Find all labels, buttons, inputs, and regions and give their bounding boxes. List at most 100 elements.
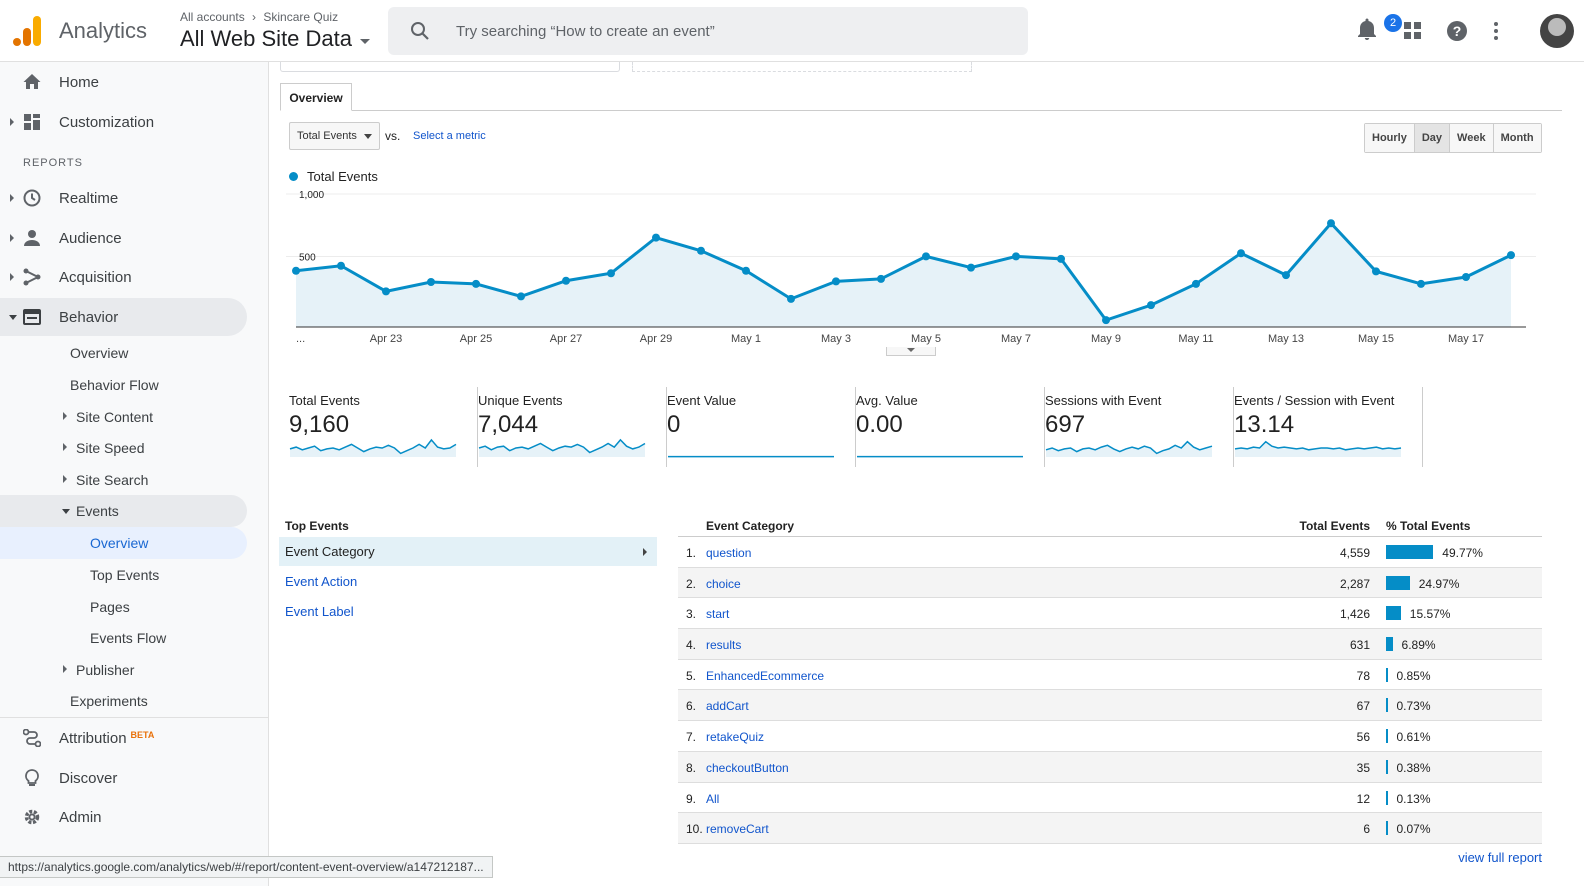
data-point[interactable] <box>877 274 885 283</box>
sidebar-item-attribution[interactable]: Attribution BETA <box>0 719 247 757</box>
granularity-week[interactable]: Week <box>1450 124 1494 152</box>
row-category-link[interactable]: EnhancedEcommerce <box>706 668 825 683</box>
scorecard[interactable]: Event Value 0 <box>667 387 856 467</box>
table-row[interactable]: 2. choice 2,287 24.97% <box>678 567 1542 599</box>
sidebar-item-audience[interactable]: Audience <box>0 219 247 257</box>
data-point[interactable] <box>652 233 660 242</box>
data-point[interactable] <box>562 276 570 285</box>
sidebar-item-events-flow[interactable]: Events Flow <box>0 622 247 654</box>
data-point[interactable] <box>742 266 750 275</box>
data-point[interactable] <box>697 246 705 255</box>
data-point[interactable] <box>1462 273 1470 281</box>
data-point[interactable] <box>292 266 300 275</box>
total-events-chart[interactable]: 1,000 500... Apr 23 Apr 25 Apr 27 Apr 29 May 1… <box>286 187 1536 347</box>
more-vert-icon[interactable] <box>1493 21 1499 41</box>
table-row[interactable]: 4. results 631 6.89% <box>678 629 1542 660</box>
row-category-link[interactable]: All <box>706 791 720 806</box>
sidebar-item-acquisition[interactable]: Acquisition <box>0 258 247 296</box>
analytics-logo[interactable] <box>13 16 43 46</box>
data-point[interactable] <box>337 261 345 270</box>
scorecard[interactable]: Unique Events 7,044 <box>478 387 667 467</box>
top-events-label[interactable]: Event Label <box>285 604 354 619</box>
data-point[interactable] <box>1102 316 1110 325</box>
row-category-link[interactable]: checkoutButton <box>706 760 789 775</box>
data-point[interactable] <box>517 292 525 301</box>
sidebar-item-behavior[interactable]: Behavior <box>0 298 247 336</box>
row-category-link[interactable]: results <box>706 638 742 653</box>
table-row[interactable]: 10. removeCart 6 0.07% <box>678 813 1542 844</box>
sidebar-item-behavior-overview[interactable]: Overview <box>0 337 247 369</box>
table-row[interactable]: 7. retakeQuiz 56 0.61% <box>678 721 1542 752</box>
sidebar-item-admin[interactable]: Admin <box>0 798 247 836</box>
view-full-report-link[interactable]: view full report <box>1458 850 1542 865</box>
top-events-action[interactable]: Event Action <box>285 574 358 589</box>
table-row[interactable]: 8. checkoutButton 35 0.38% <box>678 751 1542 783</box>
granularity-day[interactable]: Day <box>1414 124 1451 152</box>
data-point[interactable] <box>1147 301 1155 310</box>
sidebar-item-top-events[interactable]: Top Events <box>0 559 247 591</box>
data-point[interactable] <box>1237 249 1245 258</box>
data-point[interactable] <box>1417 279 1425 288</box>
table-row[interactable]: 5. EnhancedEcommerce 78 0.85% <box>678 660 1542 691</box>
top-events-category[interactable]: Event Category <box>279 537 657 566</box>
tab-overview[interactable]: Overview <box>280 83 352 111</box>
sidebar-item-site-speed[interactable]: Site Speed <box>0 432 247 464</box>
col-header-pct[interactable]: % Total Events <box>1386 519 1471 533</box>
sidebar-item-realtime[interactable]: Realtime <box>0 179 247 217</box>
scorecard[interactable]: Sessions with Event 697 <box>1045 387 1234 467</box>
apps-icon[interactable] <box>1404 22 1422 40</box>
table-row[interactable]: 1. question 4,559 49.77% <box>678 537 1542 568</box>
scorecard[interactable]: Avg. Value 0.00 <box>856 387 1045 467</box>
scorecard[interactable]: Total Events 9,160 <box>289 387 478 467</box>
data-point[interactable] <box>1057 254 1065 263</box>
chart-expand-toggle[interactable] <box>886 347 936 356</box>
row-category-link[interactable]: removeCart <box>706 822 769 837</box>
sidebar-item-site-content[interactable]: Site Content <box>0 401 247 433</box>
breadcrumb[interactable]: All accounts › Skincare Quiz <box>180 10 342 24</box>
data-point[interactable] <box>967 263 975 272</box>
data-point[interactable] <box>472 279 480 288</box>
sidebar-item-pages[interactable]: Pages <box>0 591 247 623</box>
sidebar-item-site-search[interactable]: Site Search <box>0 464 247 496</box>
sidebar-item-events[interactable]: Events <box>0 495 247 527</box>
granularity-month[interactable]: Month <box>1493 124 1541 152</box>
data-point[interactable] <box>1372 267 1380 276</box>
sidebar-item-behavior-flow[interactable]: Behavior Flow <box>0 369 247 401</box>
sidebar-item-events-overview[interactable]: Overview <box>0 527 247 559</box>
row-category-link[interactable]: question <box>706 546 752 560</box>
breadcrumb-property[interactable]: Skincare Quiz <box>263 10 339 24</box>
metric-select[interactable]: Total Events <box>289 122 380 150</box>
col-header-total[interactable]: Total Events <box>1299 519 1370 533</box>
view-selector[interactable]: All Web Site Data <box>180 26 371 52</box>
notifications-icon[interactable] <box>1356 18 1378 42</box>
data-point[interactable] <box>1282 271 1290 280</box>
sidebar-item-home[interactable]: Home <box>0 63 247 101</box>
col-header-category[interactable]: Event Category <box>706 519 795 533</box>
sidebar-item-customization[interactable]: Customization <box>0 103 247 141</box>
sidebar-item-publisher[interactable]: Publisher <box>0 654 247 686</box>
data-point[interactable] <box>787 294 795 303</box>
table-row[interactable]: 9. All 12 0.13% <box>678 783 1542 814</box>
search-bar[interactable]: Try searching “How to create an event” <box>388 7 1028 55</box>
row-category-link[interactable]: retakeQuiz <box>706 730 765 745</box>
row-category-link[interactable]: start <box>706 607 730 622</box>
data-point[interactable] <box>832 277 840 286</box>
table-row[interactable]: 3. start 1,426 15.57% <box>678 598 1542 630</box>
sidebar-item-experiments[interactable]: Experiments <box>0 685 247 717</box>
account-avatar[interactable] <box>1540 14 1574 48</box>
row-category-link[interactable]: addCart <box>706 699 749 714</box>
data-point[interactable] <box>1012 252 1020 261</box>
data-point[interactable] <box>1192 279 1200 288</box>
data-point[interactable] <box>1327 219 1335 228</box>
scorecard[interactable]: Events / Session with Event 13.14 <box>1234 387 1423 467</box>
data-point[interactable] <box>382 287 390 296</box>
data-point[interactable] <box>1507 251 1515 260</box>
data-point[interactable] <box>607 269 615 278</box>
table-row[interactable]: 6. addCart 67 0.73% <box>678 690 1542 722</box>
row-category-link[interactable]: choice <box>706 576 741 591</box>
breadcrumb-accounts[interactable]: All accounts <box>180 10 245 24</box>
granularity-hourly[interactable]: Hourly <box>1365 124 1415 152</box>
data-point[interactable] <box>427 278 435 286</box>
help-icon[interactable]: ? <box>1446 20 1468 42</box>
sidebar-item-discover[interactable]: Discover <box>0 759 247 797</box>
